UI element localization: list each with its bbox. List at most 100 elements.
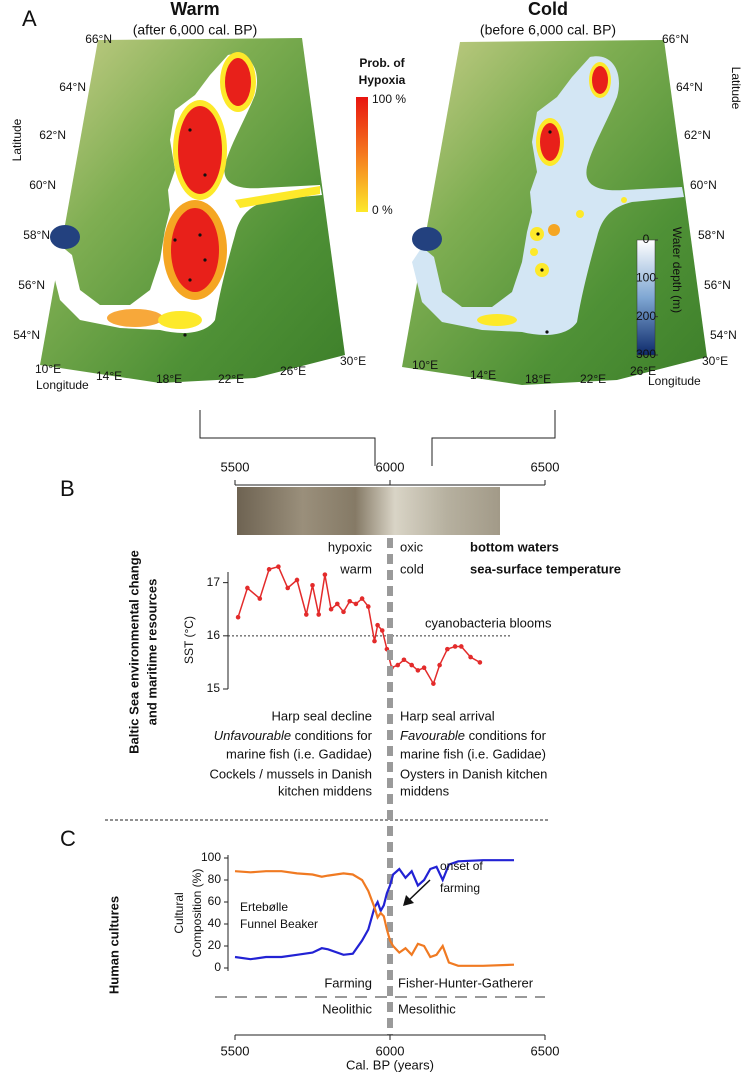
lat-label: 66°N <box>85 32 112 46</box>
colorbar <box>356 97 368 212</box>
panel-side-label: Baltic Sea environmental change <box>126 550 141 754</box>
x-tick-label: 6500 <box>531 1043 560 1058</box>
legend-title: Prob. of <box>359 56 405 70</box>
map-title: Cold <box>528 0 568 19</box>
map-title: Warm <box>170 0 219 19</box>
panel-side-label: and maritime resources <box>144 579 159 726</box>
y-axis-label: Composition (%) <box>190 869 204 958</box>
annotation: hypoxic <box>328 539 373 554</box>
resource-text: Unfavourable conditions for <box>214 728 373 743</box>
sst-point <box>322 572 328 577</box>
culture-line <box>234 859 514 961</box>
lat-label: 58°N <box>23 228 50 242</box>
resource-text: marine fish (i.e. Gadidae) <box>226 746 372 761</box>
colorbar-tick-label: 200 <box>636 309 656 323</box>
arrow <box>406 879 431 903</box>
lat-label: 56°N <box>18 278 45 292</box>
x-tick-label: 5500 <box>221 459 250 474</box>
bracket <box>199 410 376 466</box>
colorbar-title: Water depth (m) <box>670 227 684 313</box>
cold-map <box>402 40 707 385</box>
lon-label: 22°E <box>580 372 606 386</box>
colorbar <box>636 239 656 356</box>
resources-left: Harp seal decline Unfavourable condition… <box>209 708 372 798</box>
lat-label: 66°N <box>662 32 689 46</box>
sediment-core <box>237 487 500 535</box>
sst-point <box>366 604 371 609</box>
sst-point <box>379 628 385 633</box>
y-tick-label: 16 <box>207 628 221 642</box>
legend-title: Hypoxia <box>359 73 406 87</box>
lon-label: 10°E <box>35 362 61 376</box>
sst-point <box>341 609 346 615</box>
y-tick-label: 40 <box>208 916 222 930</box>
resource-text: conditions for <box>291 728 373 743</box>
lat-label: 64°N <box>59 80 86 94</box>
sst-point <box>415 668 421 673</box>
y-tick-label: 0 <box>214 960 221 974</box>
resource-text: Unfavourable <box>214 728 291 743</box>
colorbar-tick-label: 0 <box>643 232 650 246</box>
map-subtitle: (after 6,000 cal. BP) <box>133 22 258 38</box>
sst-point <box>266 567 272 572</box>
annotation: oxic <box>400 539 424 554</box>
colorbar-label: 100 % <box>372 92 406 106</box>
lat-label: 60°N <box>29 178 56 192</box>
sst-point <box>304 612 309 617</box>
resource-text: marine fish (i.e. Gadidae) <box>400 746 546 761</box>
sst-point <box>276 564 281 569</box>
legend-entry: Funnel Beaker <box>240 917 318 931</box>
resource-text: Favourable conditions for <box>400 728 547 743</box>
sst-point <box>401 657 407 663</box>
lon-label: 10°E <box>412 358 438 372</box>
sst-point <box>409 662 415 668</box>
depth-ticks: 0 100 200 300 <box>636 232 658 361</box>
legend-entry: Ertebølle <box>240 900 288 914</box>
lon-label: 30°E <box>702 354 728 368</box>
lon-labels: 10°E 14°E 18°E 22°E 26°E 30°E <box>412 354 728 386</box>
colorbar-tick-label: 100 <box>636 271 656 285</box>
panel-label: C <box>60 826 76 851</box>
lon-label: 14°E <box>470 368 496 382</box>
resource-text: Oysters in Danish kitchen <box>400 766 547 781</box>
resource-text: Favourable <box>400 728 465 743</box>
sst-point <box>316 612 322 617</box>
y-tick-label: 15 <box>207 681 221 695</box>
y-tick-label: 17 <box>207 575 221 589</box>
x-axis-label: Longitude <box>36 378 89 392</box>
y-tick-label: 20 <box>208 938 222 952</box>
sst-point <box>285 585 291 591</box>
y-axis-label: Cultural <box>172 892 186 933</box>
resource-text: Harp seal decline <box>272 708 372 723</box>
y-axis-label: Latitude <box>729 67 743 110</box>
resources-right: Harp seal arrival Favourable conditions … <box>400 708 547 798</box>
lat-label: 62°N <box>684 128 711 142</box>
lat-labels: 66°N 64°N 62°N 60°N 58°N 56°N 54°N <box>662 32 737 342</box>
sst-point <box>459 644 464 649</box>
sst-point <box>353 601 359 607</box>
panel-side-label: Human cultures <box>106 896 121 994</box>
sst-point <box>347 598 353 604</box>
x-axis-label: Cal. BP (years) <box>346 1057 434 1072</box>
period-label: Mesolithic <box>398 1001 456 1016</box>
lat-label: 58°N <box>698 228 725 242</box>
colorbar-tick-label: 300 <box>636 347 656 361</box>
period-label: Neolithic <box>322 1001 372 1016</box>
lon-label: 22°E <box>218 372 244 386</box>
sst-point <box>235 614 241 620</box>
y-axis-label: Latitude <box>10 118 24 161</box>
sst-point <box>294 577 300 583</box>
lat-label: 54°N <box>710 328 737 342</box>
arrow-head <box>403 895 414 906</box>
lon-label: 26°E <box>280 364 306 378</box>
sst-point <box>372 638 377 644</box>
y-tick-label: 80 <box>208 872 222 886</box>
warm-map <box>40 38 345 383</box>
resource-text: middens <box>400 783 450 798</box>
lat-label: 56°N <box>704 278 731 292</box>
sst-point <box>359 596 365 601</box>
period-label: Farming <box>324 975 372 990</box>
lat-labels: 66°N 64°N 62°N 60°N 58°N 56°N 54°N <box>13 32 112 342</box>
